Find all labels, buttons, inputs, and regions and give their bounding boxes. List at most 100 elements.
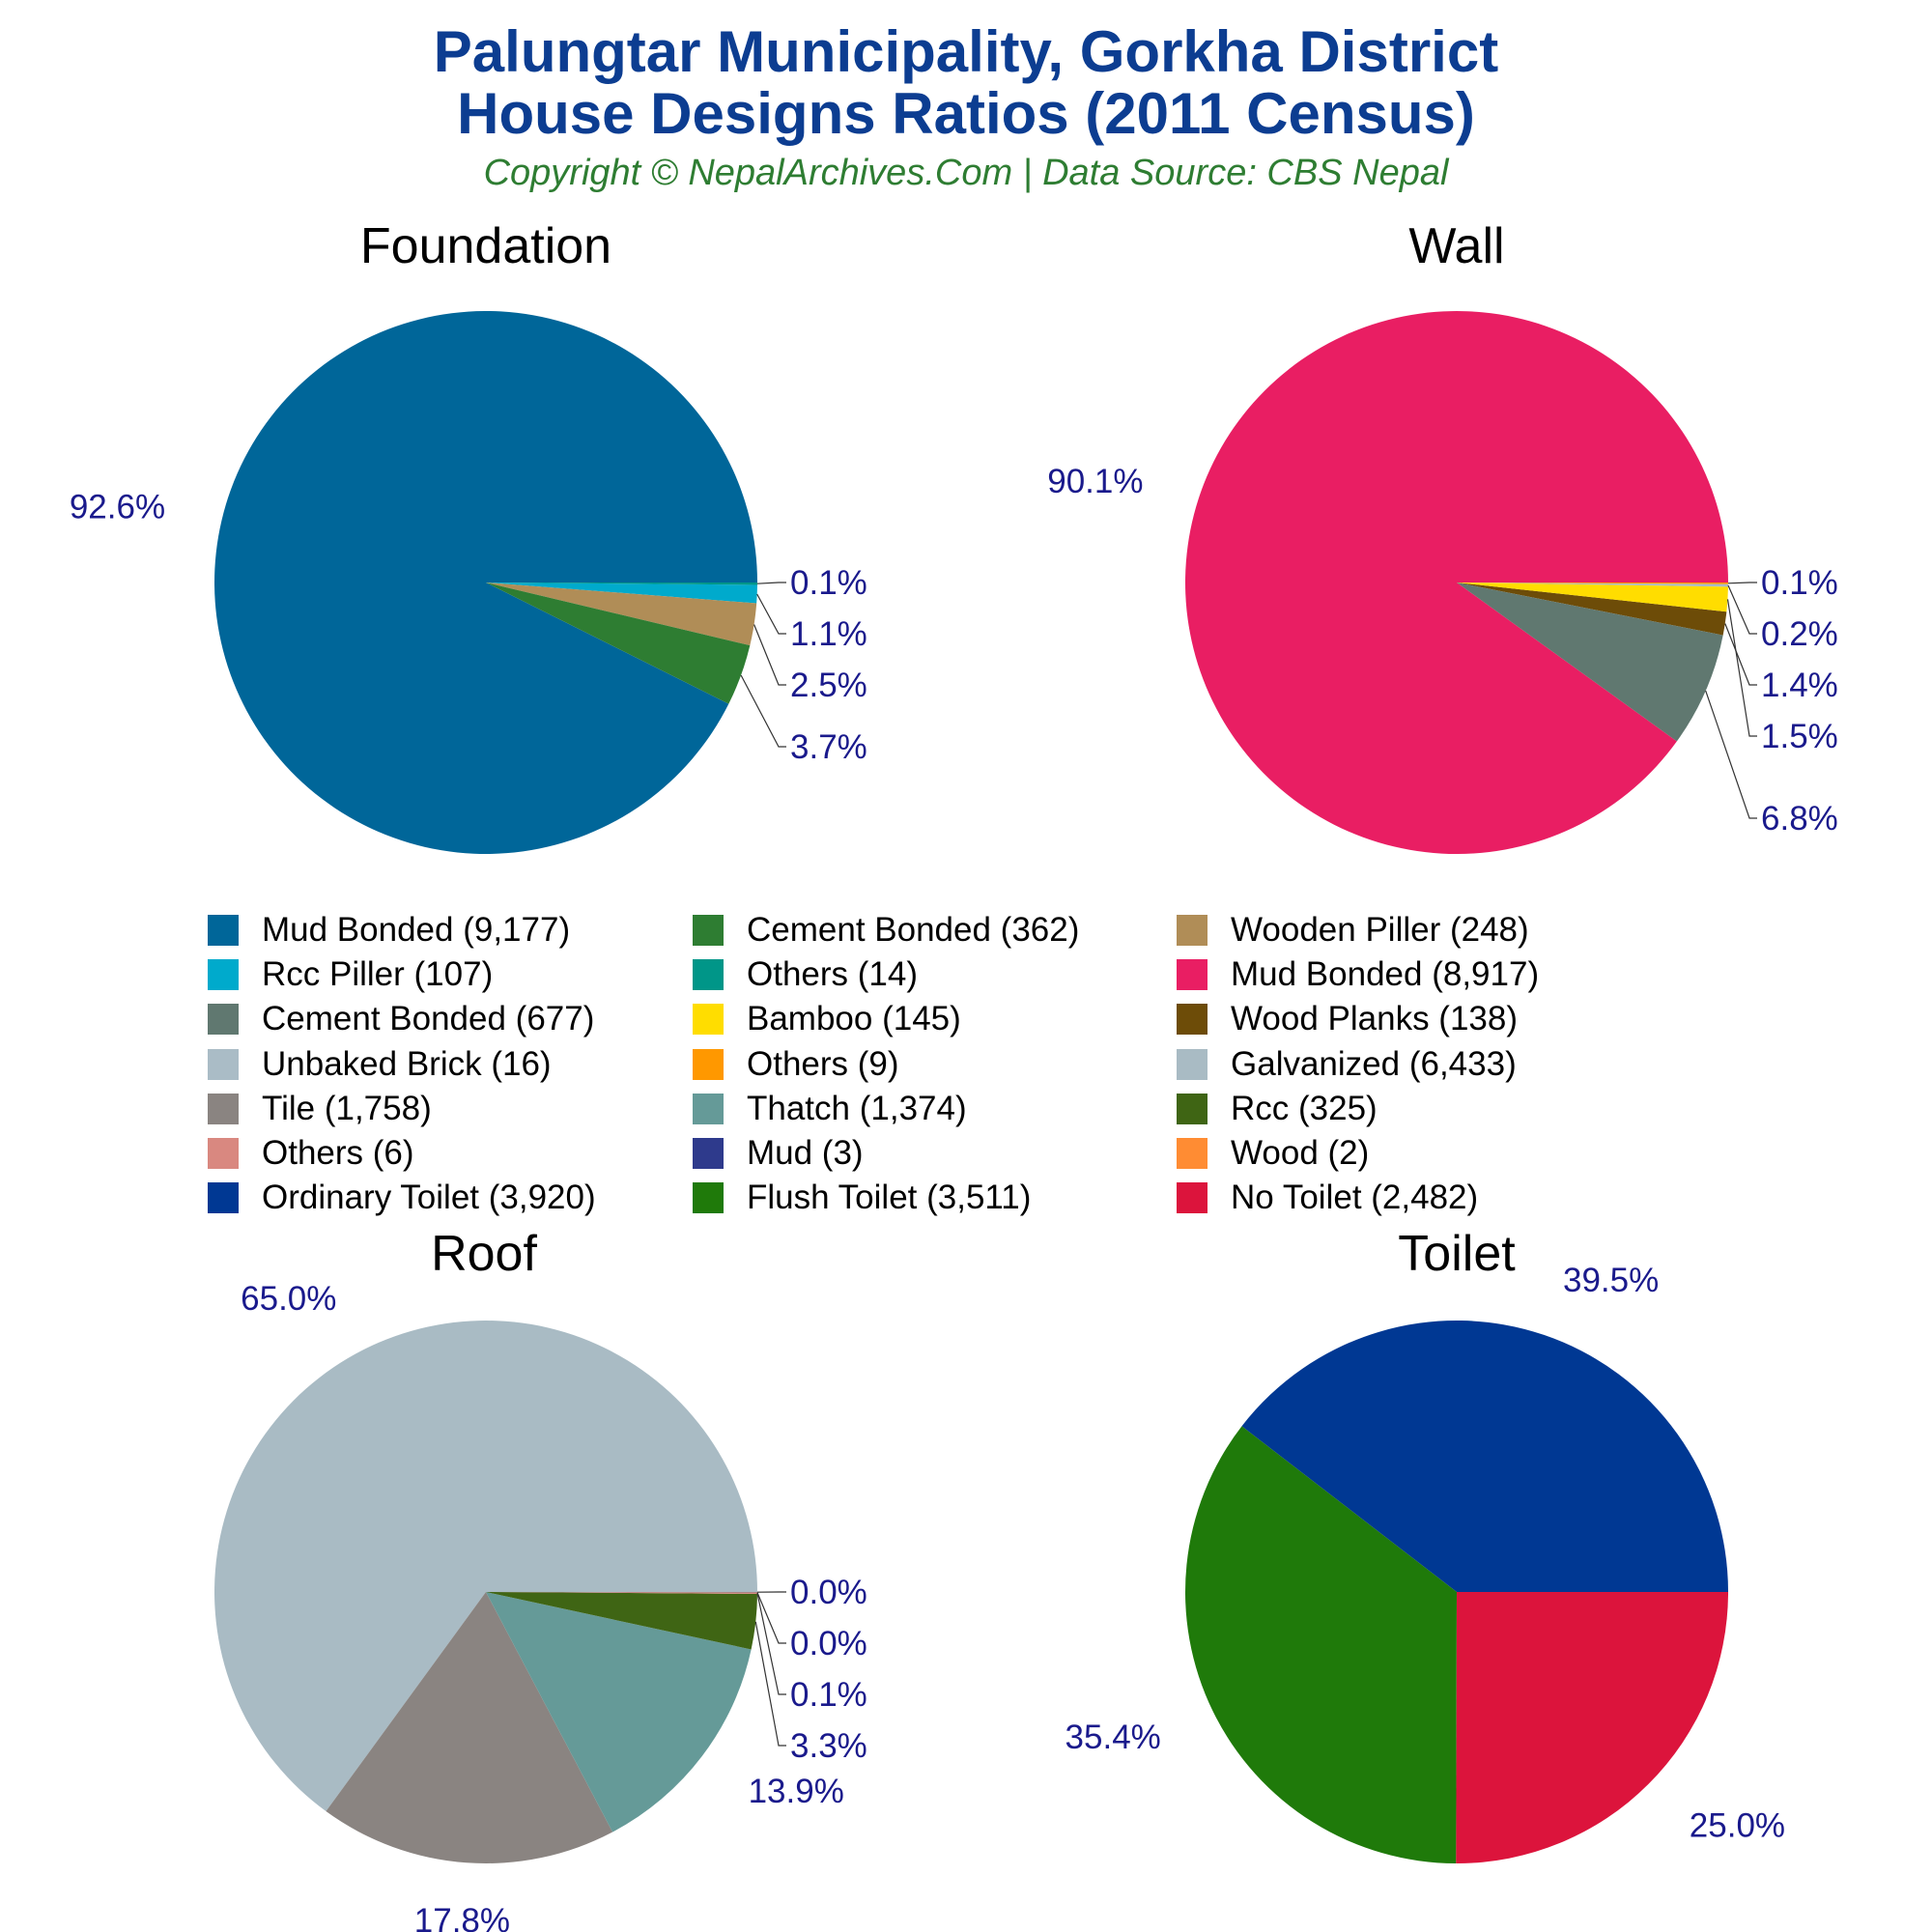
pie-slice-thatch [486,1592,752,1833]
legend-item: Wood Planks (138) [1177,997,1518,1041]
legend-item: Wooden Piller (248) [1177,908,1529,952]
legend-item: Cement Bonded (677) [208,997,594,1041]
legend-item: Tile (1,758) [208,1087,432,1131]
slice-percent-label: 0.1% [790,564,867,602]
slice-percent-label: 0.0% [790,1574,867,1611]
leader-line [756,593,786,635]
pie-slice-rcc-piller [486,582,757,604]
legend-item: Others (9) [693,1042,899,1087]
legend-swatch [1177,959,1208,991]
legend-item: Thatch (1,374) [693,1087,967,1131]
slice-percent-label: 1.1% [790,615,867,653]
legend-label: Rcc (325) [1231,1089,1378,1127]
legend-swatch [1177,1182,1208,1214]
legend-swatch [1177,1138,1208,1169]
slice-percent-label: 39.5% [1563,1262,1659,1299]
leader-line [740,674,786,748]
legend-swatch [693,1138,724,1169]
pie-slice-wood-planks [1457,582,1727,636]
legend-swatch [1177,915,1208,946]
foundation-pie: 92.6% 0.1% 1.1% 2.5% 3.7% [70,310,867,854]
legend-swatch [693,915,724,946]
legend-item: Flush Toilet (3,511) [693,1176,1031,1220]
legend-swatch [693,1004,724,1036]
chart-title-line-2: House Designs Ratios (2011 Census) [457,81,1475,146]
legend-label: Others (14) [747,955,918,994]
pie-slice-cement-bonded [1457,582,1723,742]
legend-swatch [1177,1048,1208,1080]
legend-swatch [208,1004,239,1036]
pie-slice-others [1457,582,1729,584]
legend-swatch [1177,1093,1208,1124]
slice-percent-label: 6.8% [1761,800,1838,838]
slice-percent-label: 0.2% [1761,615,1838,653]
leader-line [756,582,786,584]
legend-label: Unbaked Brick (16) [262,1044,552,1083]
slice-percent-label: 0.1% [790,1676,867,1714]
leader-line [754,1621,786,1747]
legend-item: Ordinary Toilet (3,920) [208,1176,596,1220]
slice-percent-label: 1.4% [1761,667,1838,704]
pie-slice-no-toilet [1456,1592,1728,1864]
legend-item: Rcc (325) [1177,1087,1378,1131]
pie-slice-mud [486,1592,758,1593]
slice-percent-label: 3.3% [790,1727,867,1765]
legend-item: Wood (2) [1177,1131,1369,1176]
roof-pie: 65.0% 17.8% 13.9% 0.0% 0.0% 0.1% 3.3% [213,1280,867,1932]
legend-item: Mud (3) [693,1131,864,1176]
legend-label: No Toilet (2,482) [1231,1179,1479,1217]
legend-item: No Toilet (2,482) [1177,1176,1478,1220]
legend-item: Others (6) [208,1131,414,1176]
slice-percent-label: 25.0% [1690,1806,1785,1844]
legend-item: Mud Bonded (9,177) [208,908,570,952]
wall-pie: 90.1% 0.1% 0.2% 1.4% 1.5% 6.8% [1047,311,1838,855]
copyright-subtitle: Copyright © NepalArchives.Com | Data Sou… [483,153,1449,193]
pie-title-foundation: Foundation [359,218,612,274]
pie-slice-ordinary-toilet [1241,1321,1728,1592]
slice-percent-label: 13.9% [749,1773,844,1810]
legend-swatch [208,1093,239,1124]
legend-label: Wooden Piller (248) [1231,911,1529,949]
legend-swatch [208,1048,239,1080]
slice-percent-label: 2.5% [790,667,867,704]
pie-slice-flush-toilet [1185,1426,1457,1863]
legend-item: Rcc Piller (107) [208,952,493,997]
slice-percent-label: 92.6% [70,489,165,526]
legend-swatch [693,1093,724,1124]
legend-item: Mud Bonded (8,917) [1177,952,1539,997]
pie-title-wall: Wall [1408,218,1505,274]
slice-percent-label: 1.5% [1761,718,1838,755]
pie-slice-galvanized [213,1321,757,1812]
legend-label: Mud Bonded (9,177) [262,911,571,949]
legend-item: Others (14) [693,952,918,997]
leader-line [1705,690,1757,819]
legend-label: Tile (1,758) [262,1089,432,1127]
legend-label: Flush Toilet (3,511) [747,1179,1032,1217]
slice-percent-label: 0.0% [790,1625,867,1662]
legend-item: Unbaked Brick (16) [208,1042,552,1087]
leader-line [1727,584,1757,635]
legend-label: Rcc Piller (107) [262,955,494,994]
pie-slice-others [486,582,758,585]
legend-swatch [208,915,239,946]
leader-line [1724,623,1757,686]
slice-percent-label: 35.4% [1065,1719,1161,1756]
legend-label: Ordinary Toilet (3,920) [262,1179,596,1217]
pie-slice-cement-bonded [486,582,751,704]
leader-line [1726,599,1757,737]
legend-label: Thatch (1,374) [747,1089,967,1127]
pie-title-toilet: Toilet [1398,1226,1516,1282]
leader-line [756,1593,786,1695]
pie-slice-tile [326,1592,613,1864]
legend-label: Mud Bonded (8,917) [1231,955,1540,994]
pie-slice-mud-bonded [1184,311,1728,855]
legend-label: Cement Bonded (362) [747,911,1080,949]
leader-line [1727,582,1757,584]
legend-swatch [693,1048,724,1080]
legend-swatch [693,959,724,991]
legend-label: Galvanized (6,433) [1231,1044,1517,1083]
slice-percent-label: 90.1% [1047,463,1143,500]
legend-swatch [1177,1004,1208,1036]
slice-percent-label: 17.8% [414,1902,510,1932]
